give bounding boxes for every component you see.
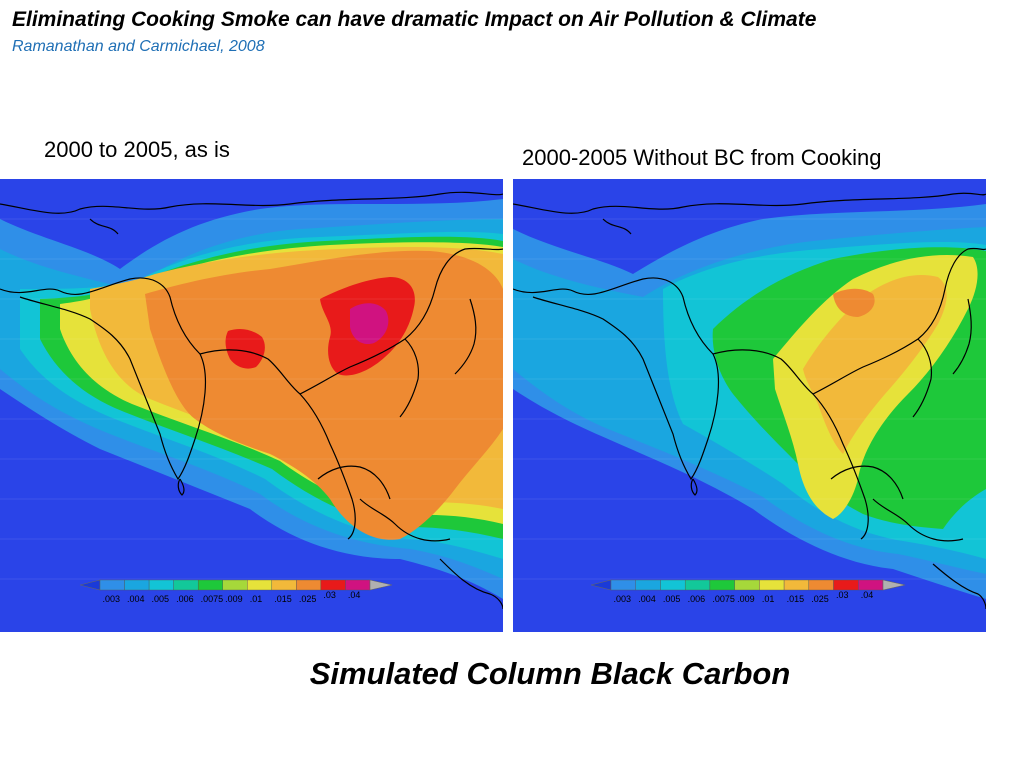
colorbar-tick-label: .01 [762,594,775,604]
colorbar-cell [783,579,810,591]
colorbar-tick-label: .025 [299,594,317,604]
colorbar-tick-label: .009 [737,594,755,604]
colorbar-tick-label: .005 [152,594,170,604]
colorbar-cell [197,579,223,591]
colorbar-cells-left [99,579,371,591]
colorbar-tick-label: .03 [836,590,849,600]
colorbar-tick-label: .005 [663,594,681,604]
map-as-is: .003 .004 .005 .006 .0075.009 .01 .015 .025 .03.… [0,179,503,632]
colorbar-tick-label: .01 [250,594,263,604]
band-red-india [225,329,265,369]
slide-title: Eliminating Cooking Smoke can have drama… [12,8,817,31]
colorbar-cell [734,579,760,591]
colorbar-cell [271,579,297,591]
colorbar-cell [833,579,859,591]
colorbar-tick-label: .03 [323,590,336,600]
coastlines [0,191,503,610]
colorbar-tick-label: .009 [225,594,243,604]
map-without-cooking-bc-svg: .003 .004 .005 .006 .0075.009 .01 .015 .025 .03.… [513,179,986,632]
colorbar-cell [320,579,346,591]
map-as-is-svg: .003 .004 .005 .006 .0075.009 .01 .015 .025 .03.… [0,179,503,632]
colorbar-ticks-right: .003 .004 .005 .006 .0075.009 .01 .015 .025 .03.… [613,590,873,604]
colorbar-cell [684,579,711,591]
colorbar-tick-label: .0075 [712,594,735,604]
band-orange [145,250,503,540]
colorbar-left: .003 .004 .005 .006 .0075.009 .01 .015 .025 .03.… [79,579,393,604]
caption-text: Simulated Column Black Carbon [309,656,791,691]
panel-label-right: 2000-2005 Without BC from Cooking [522,145,882,170]
colorbar-right: .003 .004 .005 .006 .0075.009 .01 .015 .025 .03.… [590,579,906,604]
colorbar-tick-label: .015 [274,594,292,604]
colorbar-cell [635,579,661,591]
coastlines [513,192,986,610]
colorbar-cells-right [610,579,884,591]
map-without-cooking-bc: .003 .004 .005 .006 .0075.009 .01 .015 .025 .03.… [513,179,986,632]
colorbar-tick-label: .003 [613,594,631,604]
colorbar-cell [296,579,322,591]
colorbar-cell [124,579,150,591]
colorbar-cell [808,579,834,591]
colorbar-tick-label: .04 [348,590,361,600]
colorbar-tick-label: .006 [176,594,194,604]
colorbar-cell [759,579,785,591]
band-magenta-china [350,303,389,345]
colorbar-cell [610,579,636,591]
citation: Ramanathan and Carmichael, 2008 [12,38,265,55]
latitude-lines [513,218,986,580]
colorbar-cell [345,579,371,591]
colorbar-cell [99,579,125,591]
colorbar-cell [173,579,199,591]
colorbar-cell [709,579,735,591]
colorbar-tick-label: .003 [102,594,120,604]
colorbar-tick-label: .004 [638,594,656,604]
panel-label-left: 2000 to 2005, as is [44,137,230,162]
colorbar-tick-label: .004 [127,594,145,604]
colorbar-cell [858,579,884,591]
colorbar-cell [660,579,686,591]
colorbar-cell [247,579,273,591]
colorbar-cell [148,579,174,591]
colorbar-cell [222,579,248,591]
band-orange [803,275,947,454]
colorbar-tick-label: .015 [787,594,805,604]
colorbar-tick-label: .0075 [201,594,224,604]
figure-caption: Simulated Column Black Carbon [0,656,1024,692]
band-dark-orange [833,288,875,317]
colorbar-tick-label: .025 [811,594,829,604]
colorbar-ticks-left: .003 .004 .005 .006 .0075.009 .01 .015 .025 .03.… [102,590,360,604]
colorbar-tick-label: .04 [861,590,874,600]
colorbar-tick-label: .006 [688,594,706,604]
